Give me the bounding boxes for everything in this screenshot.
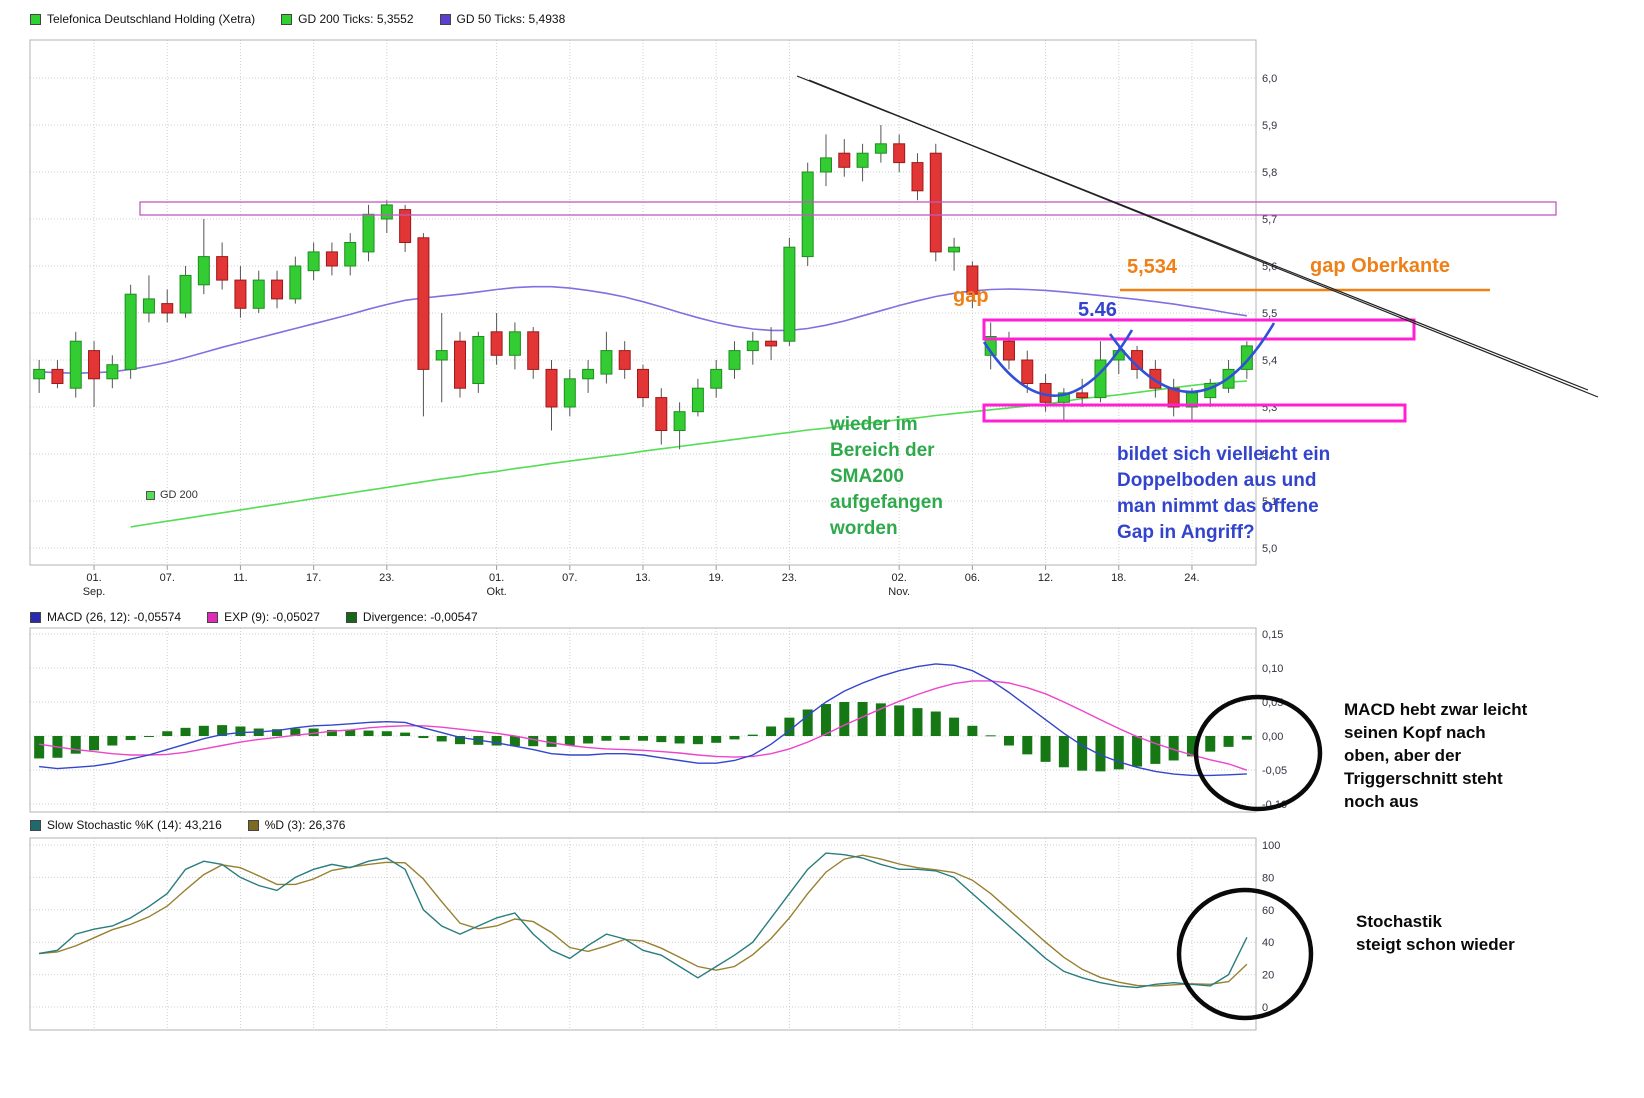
svg-text:5,7: 5,7: [1262, 214, 1277, 226]
svg-text:5,1: 5,1: [1262, 496, 1277, 508]
gridlines: [30, 40, 1256, 1030]
svg-text:23.: 23.: [782, 572, 797, 584]
legend-item-gd200: GD 200 Ticks: 5,3552: [281, 12, 414, 26]
gd50-label: GD 50 Ticks: 5,4938: [456, 12, 566, 26]
svg-text:Okt.: Okt.: [487, 586, 507, 598]
svg-text:-0,05: -0,05: [1262, 765, 1287, 777]
legend-item-stoch-d: %D (3): 26,376: [247, 818, 346, 832]
svg-text:5,0: 5,0: [1262, 543, 1277, 555]
svg-text:5,5: 5,5: [1262, 308, 1277, 320]
svg-text:06.: 06.: [965, 572, 980, 584]
axis-labels: 6,05,95,85,75,65,55,45,35,25,15,00,150,1…: [83, 73, 1287, 1014]
svg-text:40: 40: [1262, 937, 1274, 949]
svg-text:5,9: 5,9: [1262, 120, 1277, 132]
svg-text:18.: 18.: [1111, 572, 1126, 584]
neckline-price-label: 5.46: [1078, 299, 1117, 321]
svg-text:12.: 12.: [1038, 572, 1053, 584]
gd200-swatch-icon: [281, 13, 293, 25]
legend-item-divergence: Divergence: -0,00547: [345, 610, 478, 624]
stoch-d-swatch-icon: [247, 819, 259, 831]
svg-text:0,15: 0,15: [1262, 629, 1283, 641]
svg-text:5,2: 5,2: [1262, 449, 1277, 461]
svg-text:19.: 19.: [709, 572, 724, 584]
gd200-inner-label: GD 200: [160, 489, 198, 501]
legend-item-macd: MACD (26, 12): -0,05574: [30, 610, 181, 624]
svg-text:07.: 07.: [562, 572, 577, 584]
macd-legend: MACD (26, 12): -0,05574 EXP (9): -0,0502…: [30, 610, 478, 624]
instrument-label: Telefonica Deutschland Holding (Xetra): [47, 12, 256, 26]
gap-oberkante-label: gap Oberkante: [1310, 255, 1451, 277]
sma200-annotation: wieder im Bereich der SMA200 aufgefangen…: [830, 414, 943, 539]
legend-item-gd50: GD 50 Ticks: 5,4938: [439, 12, 566, 26]
divergence-swatch-icon: [345, 611, 357, 623]
stoch-d-label: %D (3): 26,376: [264, 818, 346, 832]
macd-series: [34, 663, 1252, 777]
candles: [33, 125, 1253, 450]
svg-text:5,4: 5,4: [1262, 355, 1277, 367]
stochastic-series: [38, 852, 1248, 989]
gd200-inner-swatch-icon: [146, 490, 155, 500]
gd200-inner-legend: GD 200: [146, 489, 198, 501]
svg-text:0: 0: [1262, 1002, 1268, 1014]
exp-swatch-icon: [207, 611, 219, 623]
svg-text:100: 100: [1262, 840, 1280, 852]
svg-text:07.: 07.: [160, 572, 175, 584]
svg-text:Nov.: Nov.: [888, 586, 910, 598]
svg-text:Sep.: Sep.: [83, 586, 106, 598]
panel-frames: [29, 39, 1257, 1031]
svg-text:0,00: 0,00: [1262, 731, 1283, 743]
gd200-label: GD 200 Ticks: 5,3552: [298, 12, 414, 26]
instrument-swatch-icon: [30, 13, 41, 25]
svg-text:17.: 17.: [306, 572, 321, 584]
svg-text:23.: 23.: [379, 572, 394, 584]
stochastic-legend: Slow Stochastic %K (14): 43,216 %D (3): …: [30, 818, 345, 832]
svg-text:60: 60: [1262, 905, 1274, 917]
svg-text:01.: 01.: [86, 572, 101, 584]
legend-item-instrument: Telefonica Deutschland Holding (Xetra): [30, 12, 255, 26]
svg-text:80: 80: [1262, 872, 1274, 884]
macd-swatch-icon: [30, 611, 41, 623]
main-chart-legend: Telefonica Deutschland Holding (Xetra) G…: [30, 12, 565, 26]
svg-text:5,8: 5,8: [1262, 167, 1277, 179]
svg-text:0,10: 0,10: [1262, 663, 1283, 675]
svg-text:02.: 02.: [892, 572, 907, 584]
svg-text:20: 20: [1262, 970, 1274, 982]
annotation-shapes: [139, 75, 1599, 1021]
legend-item-exp: EXP (9): -0,05027: [207, 610, 320, 624]
legend-item-stoch-k: Slow Stochastic %K (14): 43,216: [30, 818, 222, 832]
gd50-swatch-icon: [439, 13, 451, 25]
svg-text:01.: 01.: [489, 572, 504, 584]
exp-label: EXP (9): -0,05027: [224, 610, 320, 624]
svg-text:13.: 13.: [635, 572, 650, 584]
macd-annotation: MACD hebt zwar leicht seinen Kopf nach o…: [1344, 700, 1528, 811]
stoch-k-label: Slow Stochastic %K (14): 43,216: [47, 818, 222, 832]
stochastic-annotation: Stochastik steigt schon wieder: [1356, 912, 1515, 954]
divergence-label: Divergence: -0,00547: [362, 610, 478, 624]
doppelboden-annotation: bildet sich vielleicht ein Doppelboden a…: [1117, 444, 1331, 543]
macd-label: MACD (26, 12): -0,05574: [47, 610, 182, 624]
gap-label: gap: [953, 285, 989, 307]
svg-text:24.: 24.: [1184, 572, 1199, 584]
gap-price-label: 5,534: [1127, 256, 1178, 278]
stoch-k-swatch-icon: [30, 819, 41, 831]
svg-text:11.: 11.: [233, 572, 247, 584]
svg-text:6,0: 6,0: [1262, 73, 1277, 85]
